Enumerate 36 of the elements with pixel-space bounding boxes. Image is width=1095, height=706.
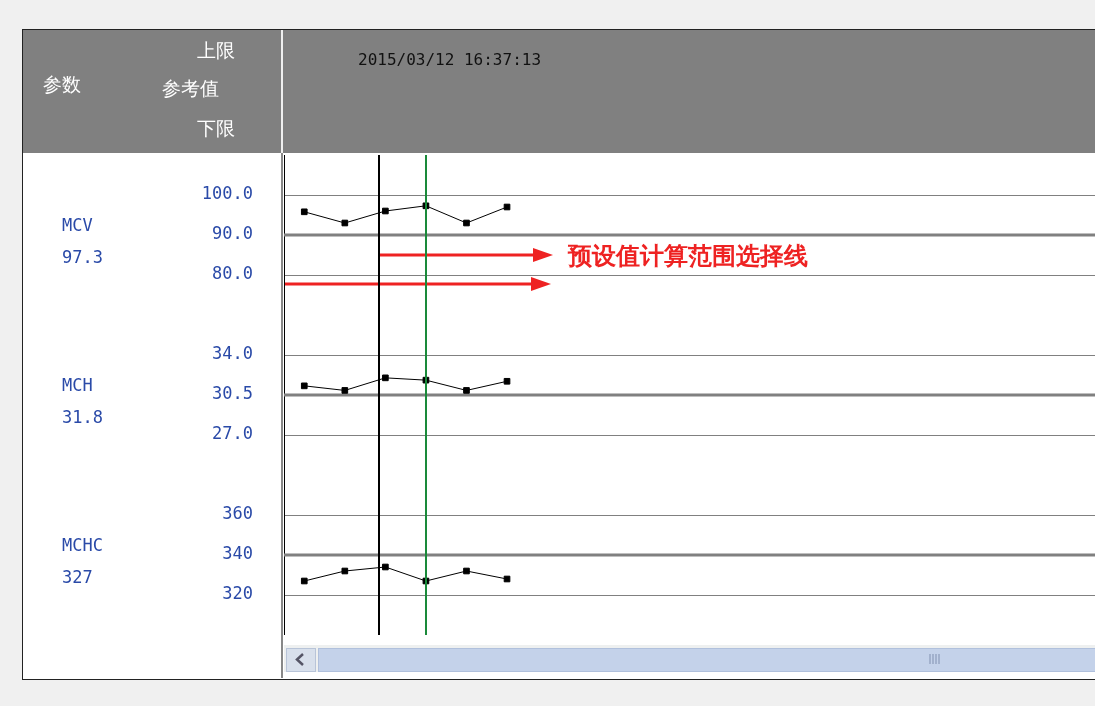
text: 参考值: [162, 76, 219, 101]
y-tick-label: 340: [222, 543, 253, 564]
text: 上限: [197, 38, 235, 63]
y-tick-label: 27.0: [212, 423, 253, 444]
point: [300, 208, 308, 216]
point: [503, 377, 511, 385]
text: 31.8: [62, 407, 103, 428]
text: 参数: [43, 72, 81, 97]
text: 下限: [197, 116, 235, 141]
text: 97.3: [62, 247, 103, 268]
point: [463, 387, 470, 394]
point: [382, 207, 389, 215]
point: [382, 563, 389, 571]
y-axis-title: MCH: [62, 375, 93, 396]
point: [341, 567, 349, 575]
y-axis-title: MCHC: [62, 535, 103, 556]
text: 327: [62, 567, 93, 588]
y-tick-label: 100.0: [201, 183, 253, 204]
point: [503, 203, 511, 211]
point: [463, 219, 470, 227]
text: 2015/03/12 16:37:13: [358, 50, 542, 69]
point: [341, 219, 349, 227]
point: [300, 577, 308, 585]
y-tick-label: 320: [222, 583, 253, 604]
point: [463, 567, 470, 575]
y-tick-label: 360: [222, 503, 253, 524]
y-tick-label: 90.0: [212, 223, 253, 244]
annotation: 预设值计算范围选择线: [566, 241, 810, 271]
y-tick-label: 30.5: [212, 383, 253, 404]
point: [341, 387, 349, 394]
y-tick-label: 34.0: [212, 343, 253, 364]
point: [300, 382, 308, 390]
y-axis-title: MCV: [62, 215, 93, 236]
y-tick-label: 80.0: [212, 263, 253, 284]
point: [382, 374, 389, 382]
point: [503, 575, 511, 583]
